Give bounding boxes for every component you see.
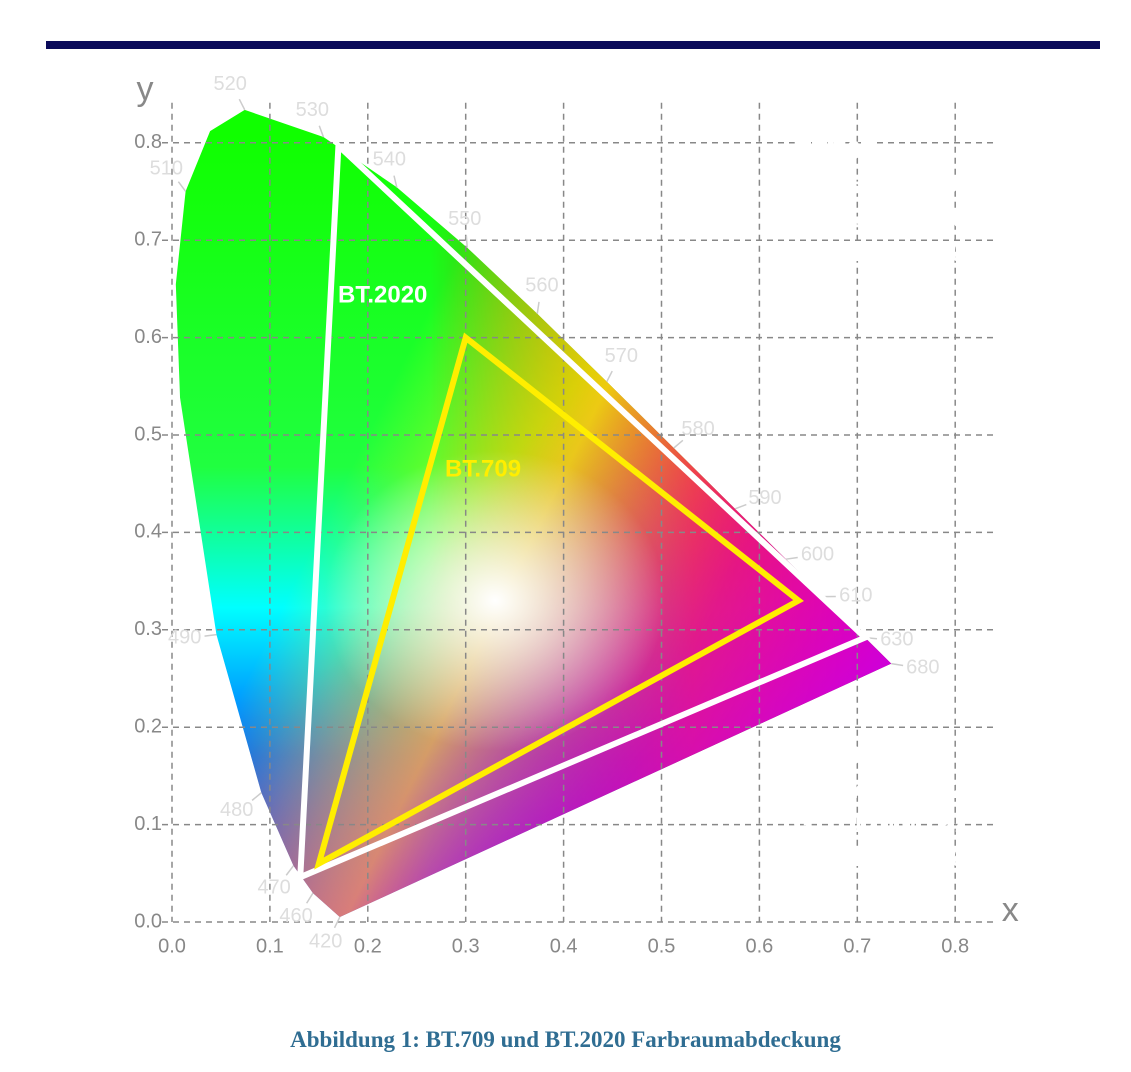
- annotation-line: G: 0,170/0,797: [793, 808, 966, 838]
- y-tick-label: 0.5: [134, 423, 162, 445]
- x-tick-label: 0.2: [354, 935, 382, 957]
- x-tick-label: 0.0: [158, 935, 186, 957]
- y-tick-label: 0.2: [134, 715, 162, 737]
- annotation-line: B: 0,131/0,046: [793, 842, 965, 872]
- wavelength-tick: [734, 503, 747, 510]
- wavelength-label: 490: [168, 626, 201, 648]
- wavelength-tick: [536, 301, 540, 314]
- x-tick-label: 0.3: [452, 935, 480, 957]
- y-tick-label: 0.3: [134, 618, 162, 640]
- annotation-line: G: 0,300/0,600: [793, 203, 966, 233]
- wavelength-label: 460: [279, 905, 312, 927]
- wavelength-tick: [285, 865, 295, 876]
- x-tick-label: 0.7: [843, 935, 871, 957]
- chart: 0.0 0.1 0.2 0.3 0.4 0.5 0.6 0.7 0.8 0.0 0.1 0.2 0.3 0…: [134, 70, 1019, 957]
- wavelength-tick: [305, 892, 314, 904]
- x-tick-label: 0.4: [550, 935, 578, 957]
- wavelength-tick: [465, 235, 469, 248]
- annotation-line: R: 0,640/0330: [793, 169, 958, 199]
- wavelength-label: 680: [906, 656, 939, 678]
- wavelength-tick: [333, 916, 341, 929]
- caption: Abbildung 1: BT.709 und BT.2020 Farbraum…: [290, 1027, 841, 1052]
- wavelength-label: 570: [605, 345, 638, 367]
- wavelength-tick: [204, 633, 217, 637]
- wavelength-label: 630: [880, 629, 913, 651]
- white-point-glow: [325, 450, 666, 751]
- wavelength-label: 590: [748, 487, 781, 509]
- gamut-triangle: [314, 332, 804, 870]
- gamut-label: BT.2020: [338, 281, 427, 308]
- wavelength-tick: [891, 662, 904, 667]
- wavelength-tick: [393, 175, 398, 188]
- annotation-line: BT.2020: [793, 740, 890, 770]
- wavelength-label: 550: [448, 208, 481, 230]
- x-tick-label: 0.6: [745, 935, 773, 957]
- wavelength-label: 540: [373, 148, 406, 170]
- wavelength-tick: [238, 98, 246, 111]
- wavelength-label: 610: [839, 585, 872, 607]
- wavelength-label: 480: [220, 799, 253, 821]
- x-tick-label: 0.8: [941, 935, 969, 957]
- y-tick-label: 0.7: [134, 228, 162, 250]
- wavelength-tick: [251, 792, 262, 801]
- annotation-line: BT.709: [793, 135, 875, 165]
- y-tick-label: 0.1: [134, 813, 162, 835]
- gamut-triangle: [297, 139, 871, 882]
- wavelength-tick: [318, 125, 325, 138]
- wavelength-label: 470: [257, 876, 290, 898]
- y-tick-label: 0.6: [134, 326, 162, 348]
- x-tick-label: 0.1: [256, 935, 284, 957]
- wavelength-label: 530: [296, 99, 329, 121]
- y-tick-label: 0.0: [134, 910, 162, 932]
- wavelength-label: 520: [214, 73, 247, 95]
- gamut-label: BT.709: [445, 455, 521, 482]
- y-axis-label: y: [137, 70, 154, 108]
- wavelength-tick: [177, 181, 187, 192]
- annotation-line: B: 0,150/0,060: [793, 237, 965, 267]
- wavelength-tick: [673, 439, 684, 449]
- annotation-line: R: 0,708/0,292: [793, 774, 965, 804]
- header-bar: [46, 41, 1100, 49]
- y-tick-label: 0.8: [134, 131, 162, 153]
- wavelength-label: 560: [525, 274, 558, 296]
- wavelength-label: 510: [150, 157, 183, 179]
- y-tick-label: 0.4: [134, 521, 162, 543]
- wavelength-label: 580: [681, 418, 714, 440]
- wavelength-label: 600: [801, 544, 834, 566]
- wavelength-tick: [606, 370, 613, 383]
- x-axis-label: x: [1002, 891, 1019, 929]
- wavelength-tick: [785, 556, 798, 560]
- wavelength-label: 420: [309, 930, 342, 952]
- x-tick-label: 0.5: [648, 935, 676, 957]
